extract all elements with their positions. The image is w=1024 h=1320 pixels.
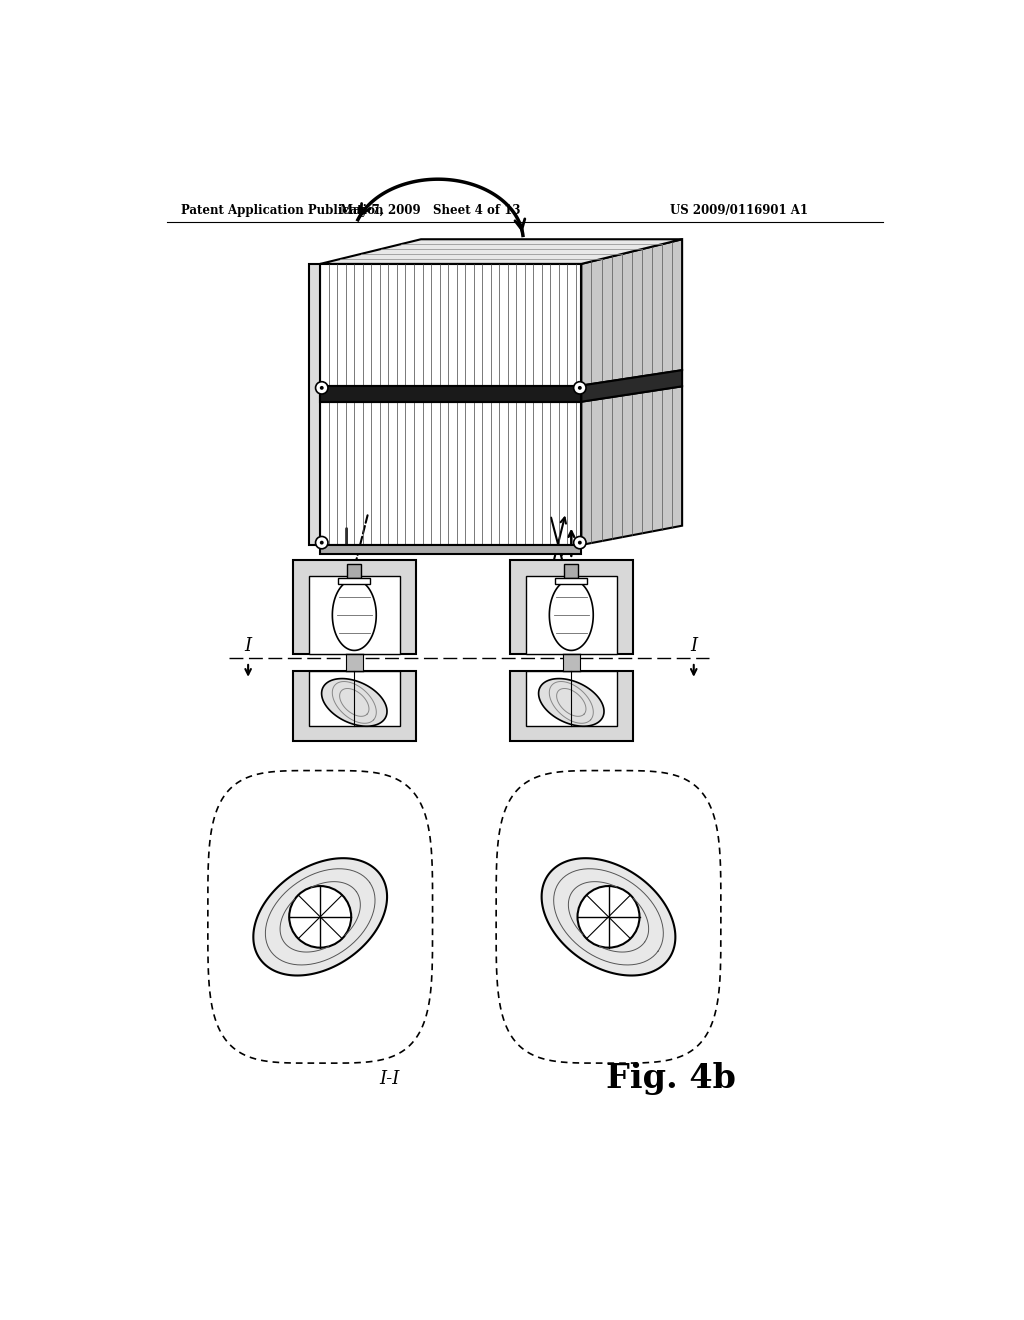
Circle shape xyxy=(578,886,640,948)
Circle shape xyxy=(315,381,328,395)
Text: I: I xyxy=(245,638,252,655)
Polygon shape xyxy=(308,264,321,545)
Polygon shape xyxy=(321,239,682,264)
Polygon shape xyxy=(308,671,400,726)
Polygon shape xyxy=(582,239,682,385)
Circle shape xyxy=(578,385,582,389)
Polygon shape xyxy=(321,401,582,545)
Circle shape xyxy=(573,381,586,395)
Polygon shape xyxy=(333,579,376,651)
Circle shape xyxy=(319,385,324,389)
Polygon shape xyxy=(564,564,579,578)
Circle shape xyxy=(289,886,351,948)
Polygon shape xyxy=(293,671,416,742)
Text: US 2009/0116901 A1: US 2009/0116901 A1 xyxy=(671,205,809,218)
Text: I-I: I-I xyxy=(380,1069,400,1088)
Polygon shape xyxy=(253,858,387,975)
Polygon shape xyxy=(555,578,588,585)
Polygon shape xyxy=(539,678,604,726)
Polygon shape xyxy=(525,671,617,726)
Polygon shape xyxy=(321,385,582,401)
Polygon shape xyxy=(510,671,633,742)
Polygon shape xyxy=(338,578,371,585)
Polygon shape xyxy=(582,370,682,401)
Text: Patent Application Publication: Patent Application Publication xyxy=(180,205,383,218)
Polygon shape xyxy=(582,387,682,545)
Polygon shape xyxy=(321,264,582,385)
Text: Fig. 4b: Fig. 4b xyxy=(605,1063,735,1096)
Polygon shape xyxy=(308,576,400,655)
Polygon shape xyxy=(293,560,416,655)
Circle shape xyxy=(319,541,324,545)
Circle shape xyxy=(573,536,586,549)
Text: I: I xyxy=(690,638,697,655)
Polygon shape xyxy=(346,655,362,671)
Polygon shape xyxy=(542,858,676,975)
Polygon shape xyxy=(347,564,361,578)
Circle shape xyxy=(315,536,328,549)
Polygon shape xyxy=(510,560,633,655)
Polygon shape xyxy=(321,545,582,554)
Circle shape xyxy=(578,541,582,545)
Polygon shape xyxy=(525,576,617,655)
Polygon shape xyxy=(563,655,580,671)
Polygon shape xyxy=(549,579,593,651)
Text: May 7, 2009   Sheet 4 of 13: May 7, 2009 Sheet 4 of 13 xyxy=(340,205,520,218)
Polygon shape xyxy=(322,678,387,726)
